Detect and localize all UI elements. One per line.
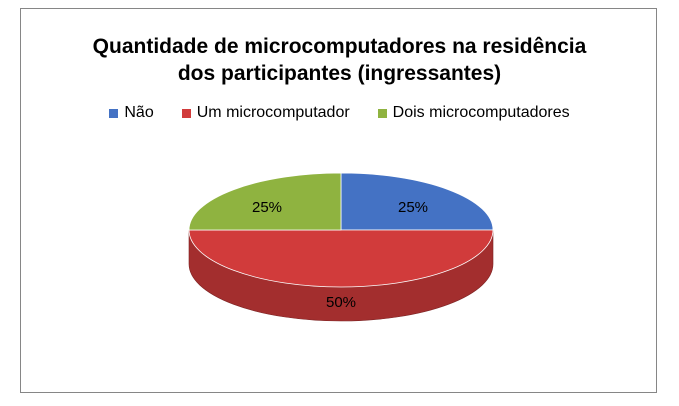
chart-title: Quantidade de microcomputadores na resid… xyxy=(21,33,658,87)
chart-area: Quantidade de microcomputadores na resid… xyxy=(20,8,657,393)
chart-title-line-2: dos participantes (ingressantes) xyxy=(177,62,502,85)
pie-slice-2 xyxy=(188,172,342,231)
data-label-0: 25% xyxy=(398,199,428,216)
data-label-2: 25% xyxy=(252,199,282,216)
legend-swatch-dois xyxy=(377,108,387,118)
pie-slice-1 xyxy=(188,229,494,288)
legend-item-um: Um microcomputador xyxy=(181,104,350,122)
legend-label-um: Um microcomputador xyxy=(196,104,350,121)
legend-item-nao: Não xyxy=(109,104,154,122)
pie-plot: 25% 50% 25% xyxy=(188,172,494,322)
legend-label-nao: Não xyxy=(124,104,154,121)
legend-swatch-um xyxy=(181,108,191,118)
legend-item-dois: Dois microcomputadores xyxy=(377,104,570,122)
legend-label-dois: Dois microcomputadores xyxy=(392,104,570,121)
pie-slice-0 xyxy=(340,172,494,231)
legend-swatch-nao xyxy=(109,108,119,118)
chart-legend: Não Um microcomputador Dois microcomputa… xyxy=(21,104,658,122)
chart-title-line-1: Quantidade de microcomputadores na resid… xyxy=(92,35,587,58)
data-label-1: 50% xyxy=(326,294,356,311)
